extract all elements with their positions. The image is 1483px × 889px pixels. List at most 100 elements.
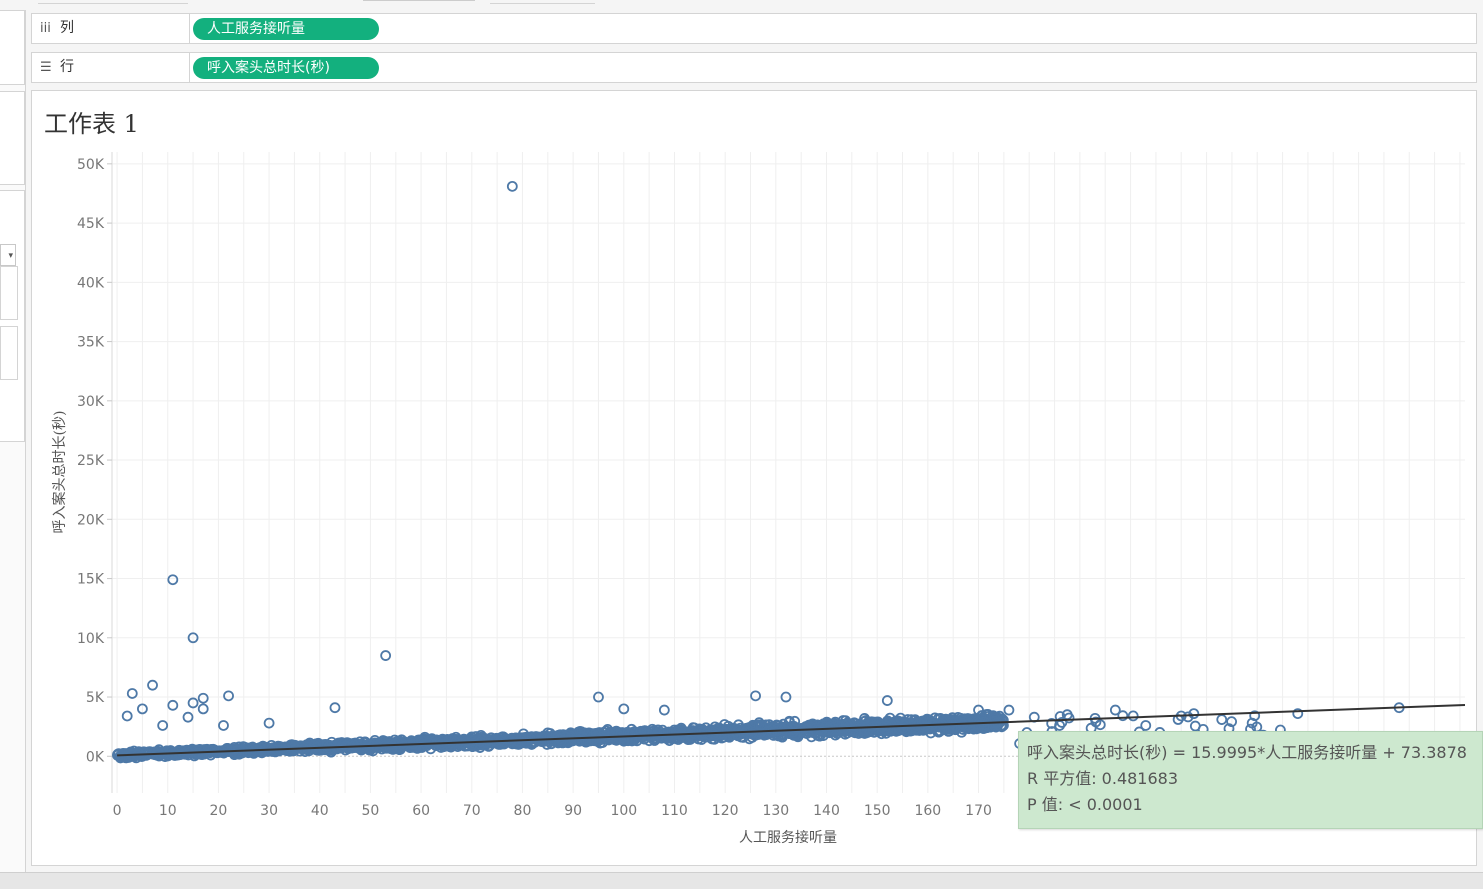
data-point [867,718,878,730]
data-point [1117,710,1129,722]
y-tick-label: 10K [77,631,105,647]
data-point [187,632,199,644]
columns-label-text: 列 [60,20,74,36]
y-tick-label: 0K [86,749,105,765]
y-tick-label: 35K [77,335,105,351]
data-point [695,729,707,741]
trend-line-tooltip: 呼入案头总时长(秒) = 15.9995*人工服务接听量 + 73.3878 R… [1018,731,1483,829]
tab-edge [38,0,188,4]
y-tick-label: 40K [77,275,105,291]
data-point [1127,710,1139,722]
x-tick-label: 130 [762,803,789,819]
data-point [313,744,325,756]
data-point [1292,708,1304,720]
data-point [148,746,160,758]
y-tick-label: 5K [86,690,105,706]
data-point [666,727,677,738]
x-tick-label: 30 [260,803,278,819]
data-point [407,736,419,748]
data-point [218,720,229,731]
data-point [587,734,599,746]
data-point [1109,704,1121,716]
trend-equation: 呼入案头总时长(秒) = 15.9995*人工服务接听量 + 73.3878 [1027,743,1467,762]
mark-type-dropdown[interactable]: ▾ [0,244,16,266]
data-point [574,726,586,737]
columns-shelf-label: iii 列 [32,14,190,43]
data-point [670,726,682,738]
data-point [223,690,234,702]
x-tick-label: 110 [661,803,688,819]
x-tick-label: 50 [362,803,380,819]
data-point [222,742,234,754]
data-point [396,738,408,749]
data-point [1182,711,1194,723]
rows-shelf[interactable]: ☰ 行 呼入案头总时长(秒) [31,52,1477,83]
data-point [263,717,275,729]
x-tick-label: 120 [712,803,739,819]
point-cloud [112,180,1405,764]
y-tick-label: 45K [77,216,105,232]
top-tab-strip [0,0,1483,10]
tab-edge [363,0,475,1]
data-point [721,724,733,735]
data-point [612,728,623,740]
y-tick-label: 50K [77,157,105,173]
data-point [1140,720,1152,731]
data-point [1056,717,1068,728]
mark-button[interactable] [0,266,18,320]
data-point [622,727,634,739]
data-point [233,743,245,755]
data-point [881,695,893,706]
data-point [167,699,179,711]
data-point [582,734,594,746]
y-tick-label: 30K [77,394,105,410]
x-tick-label: 60 [412,803,430,819]
x-tick-label: 90 [564,803,582,819]
rows-field-pill[interactable]: 呼入案头总时长(秒) [193,57,379,79]
left-card [0,91,25,185]
data-point [964,721,976,732]
data-point [1246,717,1258,729]
columns-icon: iii [40,21,51,36]
data-point [819,721,831,733]
columns-shelf[interactable]: iii 列 人工服务接听量 [31,13,1477,44]
x-tick-label: 160 [914,803,941,819]
data-point [652,731,664,743]
data-point [476,733,488,745]
data-point [859,713,870,724]
mark-button[interactable] [0,326,18,380]
data-point [895,712,906,724]
data-point [115,752,126,764]
data-point [971,715,983,727]
data-point [466,739,478,751]
data-point [513,736,525,748]
data-point [816,725,828,736]
data-point [618,703,630,715]
data-point [126,688,138,699]
x-tick-label: 170 [965,803,992,819]
data-point [147,679,158,691]
trend-line [117,703,1466,757]
data-point [859,724,870,736]
data-point [943,725,954,737]
x-tick-label: 10 [159,803,177,819]
data-point [413,736,425,748]
data-point [197,703,209,715]
data-point [197,692,209,704]
data-point [1189,720,1201,732]
trend-r-squared: R 平方值: 0.481683 [1027,769,1179,788]
rows-shelf-label: ☰ 行 [32,53,190,82]
y-tick-label: 15K [77,572,105,588]
status-bar [0,872,1483,889]
tab-edge [490,0,595,4]
data-point [824,720,836,732]
y-axis-title: 呼入案头总时长(秒) [51,411,68,534]
data-point [780,691,792,703]
data-point [552,731,564,743]
columns-field-pill[interactable]: 人工服务接听量 [193,18,379,40]
data-point [187,697,199,709]
x-tick-label: 20 [210,803,228,819]
data-point [742,723,753,735]
data-point [157,720,169,731]
